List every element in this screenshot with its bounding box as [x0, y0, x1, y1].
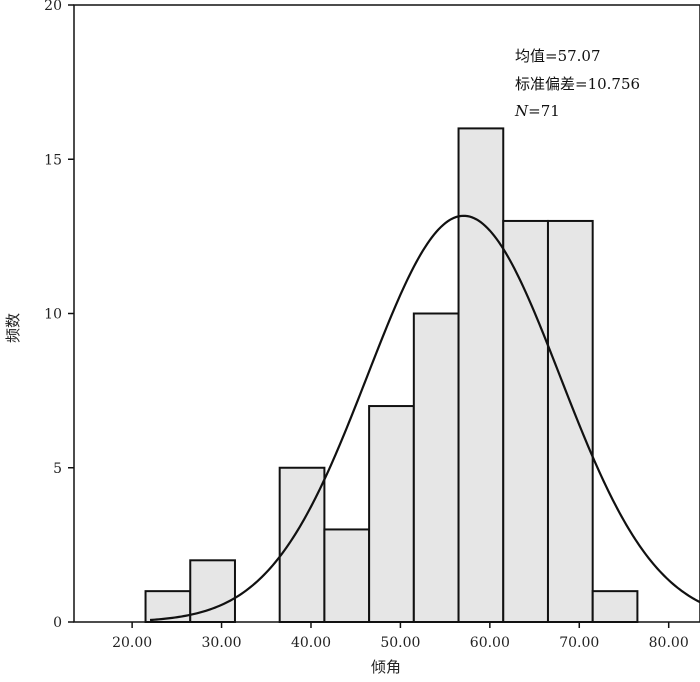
stats-std: 标准偏差=10.756	[515, 75, 640, 93]
x-axis-label: 倾角	[371, 658, 401, 676]
y-tick-label: 20	[44, 0, 62, 14]
stats-box: 均值=57.07 标准偏差=10.756 N=71	[514, 47, 640, 120]
histogram-bar	[368, 405, 415, 623]
x-tick-label: 40.00	[291, 635, 331, 651]
stats-n-value: =71	[528, 102, 560, 120]
y-tick-label: 10	[44, 307, 62, 323]
stats-mean: 均值=57.07	[515, 47, 601, 65]
histogram-bar	[323, 528, 371, 624]
y-tick-label: 0	[53, 615, 62, 631]
x-tick-label: 20.00	[112, 635, 152, 651]
histogram-bar	[591, 590, 639, 624]
histogram-bar	[457, 127, 505, 623]
x-tick-label: 70.00	[559, 635, 599, 651]
histogram-bar	[412, 312, 460, 623]
x-tick-label: 80.00	[649, 635, 689, 651]
x-tick-label: 60.00	[470, 635, 510, 651]
x-tick-label: 30.00	[202, 635, 242, 651]
histogram-bar	[546, 219, 594, 623]
histogram-bar	[278, 466, 326, 623]
histogram-bar	[189, 559, 236, 623]
stats-n: N=71	[514, 102, 560, 120]
y-tick-label: 5	[53, 461, 62, 477]
y-axis-label: 频数	[4, 313, 22, 343]
normal-curve	[149, 214, 700, 622]
x-tick-label: 50.00	[380, 635, 420, 651]
y-tick-label: 15	[44, 152, 62, 168]
histogram-bar	[502, 219, 549, 623]
stats-n-symbol: N	[514, 102, 529, 120]
